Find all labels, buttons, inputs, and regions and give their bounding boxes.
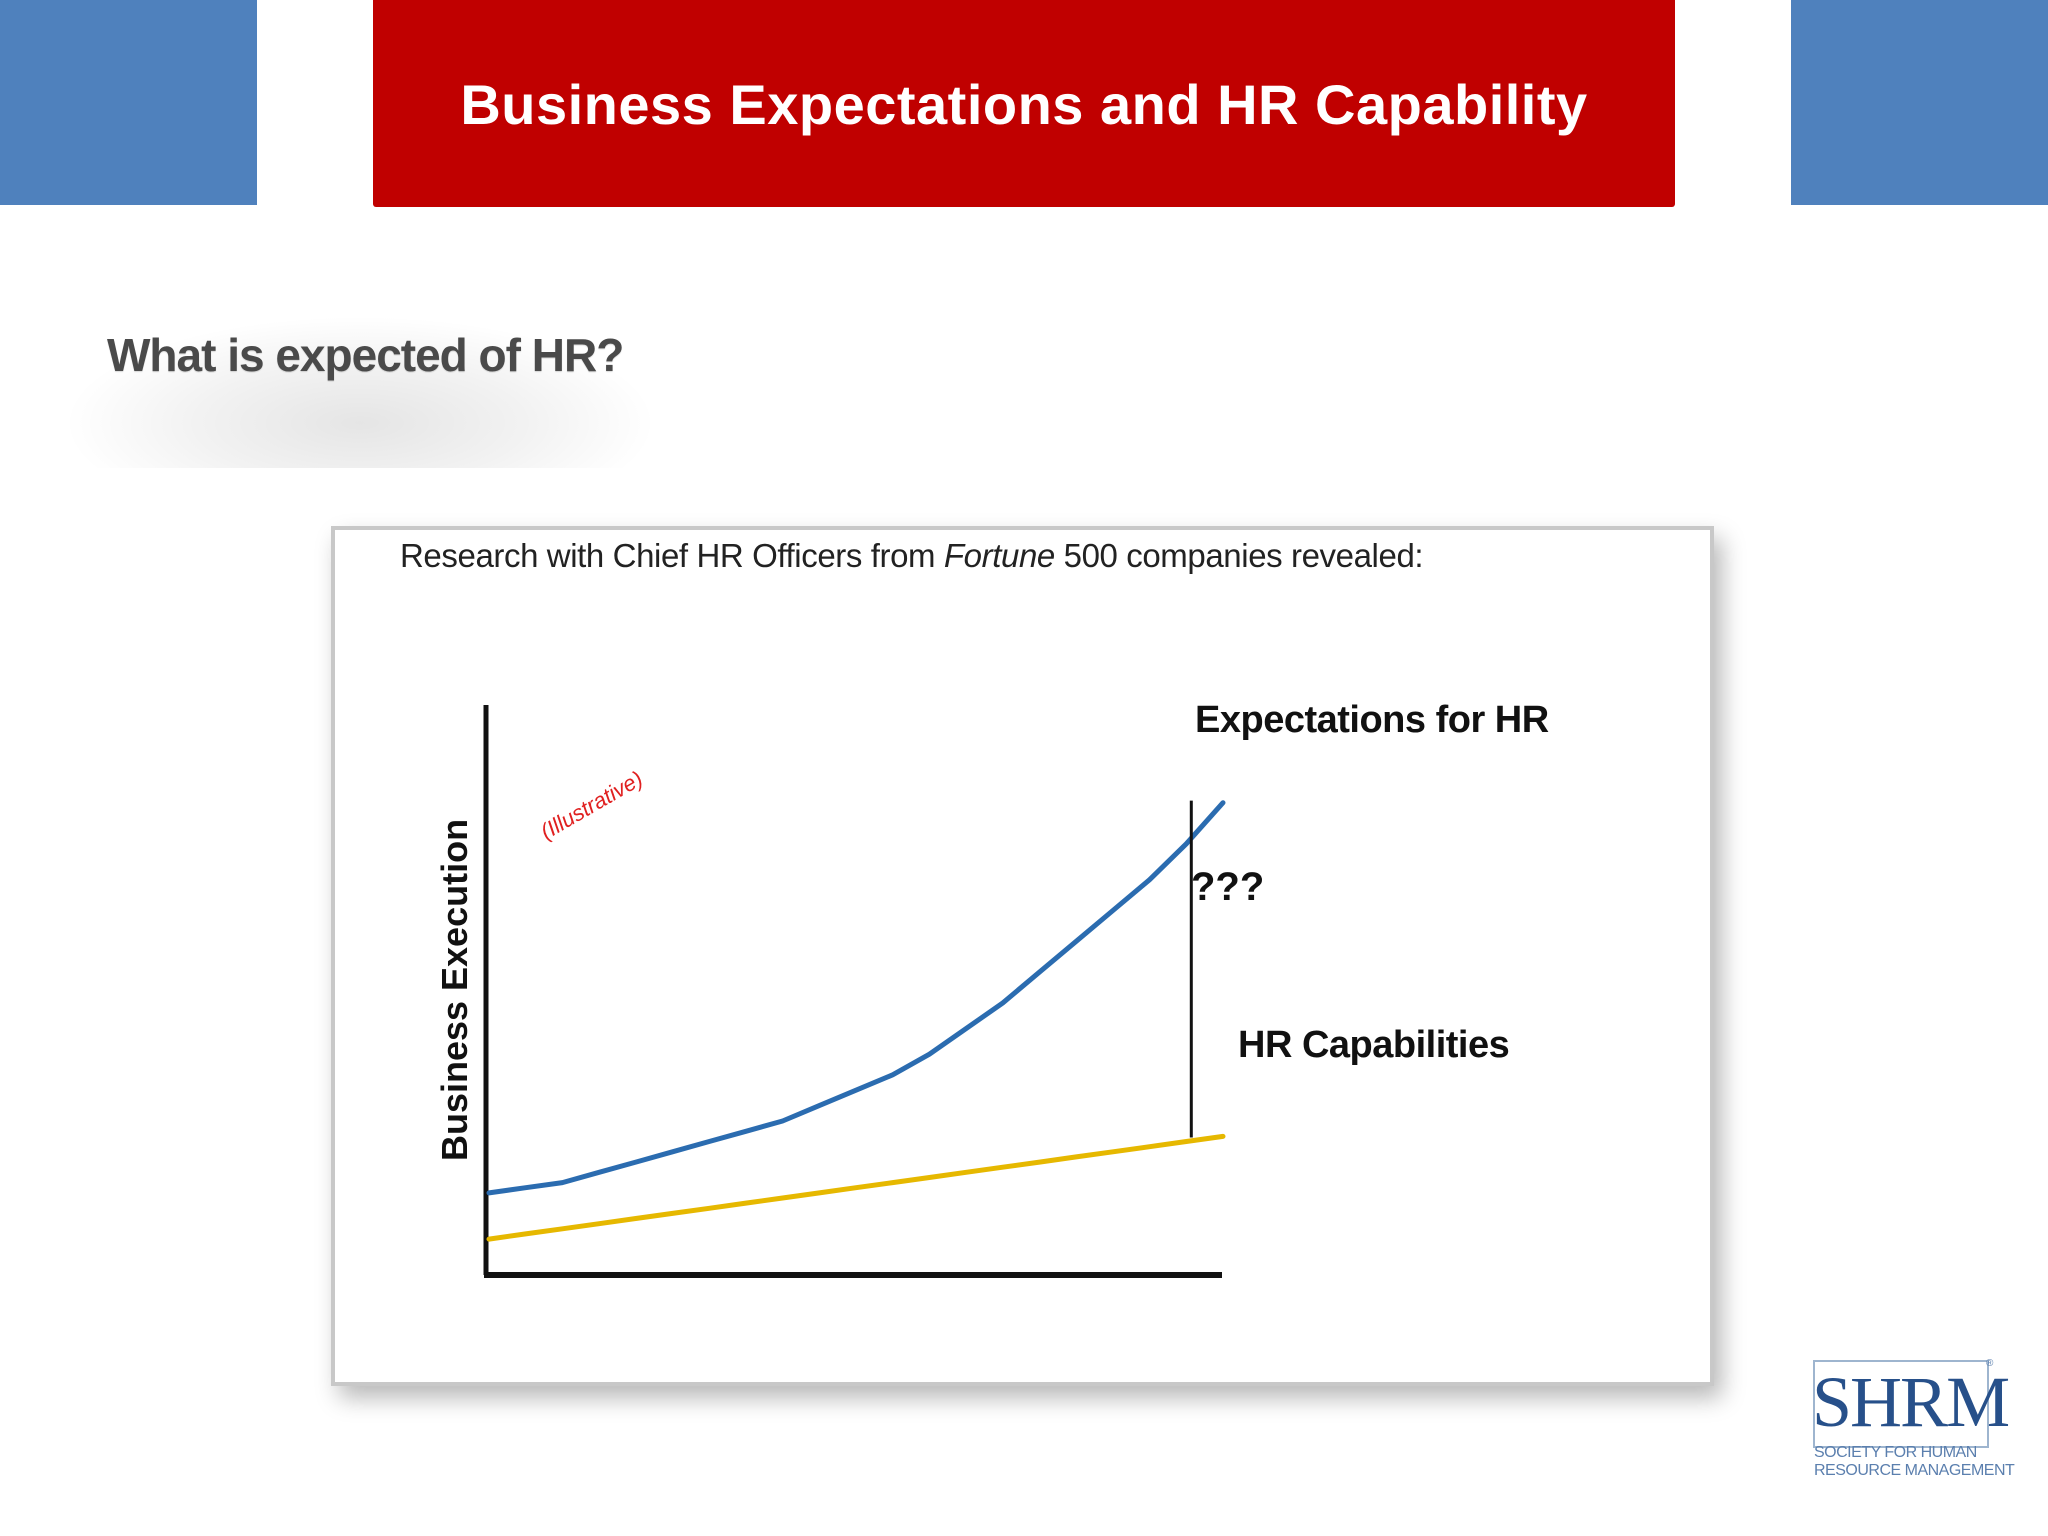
left-accent-block — [0, 0, 257, 205]
slide-title: Business Expectations and HR Capability — [460, 73, 1588, 136]
logo-box — [1813, 1360, 1989, 1448]
shrm-logo: SHRM ® SOCIETY FOR HUMAN RESOURCE MANAGE… — [1812, 1358, 2015, 1486]
research-text-after: 500 companies revealed: — [1054, 537, 1424, 574]
logo-registered-mark: ® — [1986, 1358, 1994, 1369]
logo-tagline-line1: SOCIETY FOR HUMAN — [1814, 1444, 1977, 1461]
title-bar: Business Expectations and HR Capability — [373, 0, 1675, 207]
research-text-before: Research with Chief HR Officers from — [400, 537, 944, 574]
logo-tagline: SOCIETY FOR HUMAN RESOURCE MANAGEMENT — [1814, 1444, 2015, 1480]
subtitle-shadow — [70, 318, 650, 468]
logo-tagline-line2: RESOURCE MANAGEMENT — [1814, 1462, 2015, 1479]
slide-subtitle: What is expected of HR? — [107, 329, 624, 381]
logo-letters: SHRM — [1812, 1362, 2010, 1442]
right-accent-block — [1791, 0, 2048, 205]
chart-frame — [331, 526, 1714, 1386]
research-caption: Research with Chief HR Officers from For… — [400, 537, 1424, 575]
research-text-italic: Fortune — [943, 537, 1055, 574]
